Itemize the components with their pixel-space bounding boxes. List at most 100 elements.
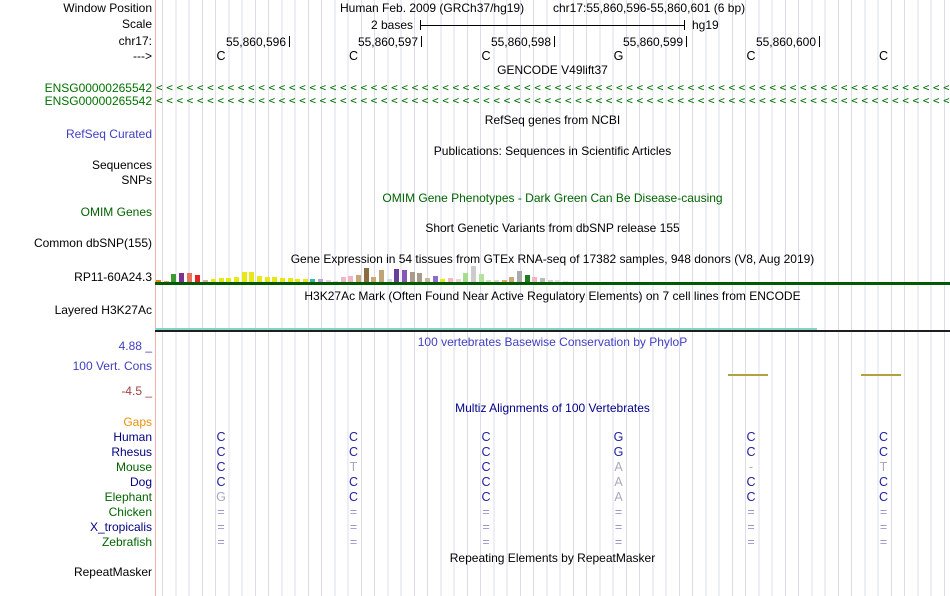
common-dbsnp-track-label[interactable]: Common dbSNP(155) [33,236,152,250]
coordinate-tick [421,36,422,47]
repeatmasker-track-label[interactable]: RepeatMasker [73,565,152,579]
gaps-row-label: Gaps [123,415,152,429]
gtex-bar [555,280,560,282]
gtex-bar [356,275,361,282]
gtex-bar [440,279,445,282]
alignment-base: = [482,505,490,519]
omim-genes-track-label[interactable]: OMIM Genes [80,205,152,219]
alignment-base: = [747,520,755,534]
gtex-bar [425,278,430,282]
refseq-track-title[interactable]: RefSeq genes from NCBI [484,113,621,127]
gtex-bar [318,279,323,282]
alignment-base: = [217,505,225,519]
omim-track-title[interactable]: OMIM Gene Phenotypes - Dark Green Can Be… [382,191,723,205]
reference-base: C [348,49,359,63]
phylop-max-value: 4.88 _ [118,339,152,353]
alignment-base: C [481,445,491,459]
gtex-bar [257,276,262,282]
sequences-track-label[interactable]: Sequences [91,158,152,172]
gtex-bar [364,268,369,282]
gencode-track-title[interactable]: GENCODE V49lift37 [497,63,608,77]
alignment-base: C [746,445,756,459]
alignment-base: C [216,475,226,489]
gtex-bar [486,280,491,282]
gtex-bar [164,281,169,282]
gencode-gene-label-1[interactable]: ENSG00000265542 [44,81,152,95]
h3k27ac-track-title[interactable]: H3K27Ac Mark (Often Found Near Active Re… [304,289,801,303]
chromosome-label: chr17: [118,34,152,48]
coordinate-tick [686,36,687,47]
phylop-min-value: -4.5 _ [121,384,152,398]
reference-base: C [216,49,226,63]
gtex-baseline [155,282,950,285]
alignment-base: = [217,535,225,549]
gtex-bar [417,273,422,282]
species-label-x_tropicalis[interactable]: X_tropicalis [89,520,152,534]
reference-base: C [878,49,889,63]
alignment-base: C [216,430,226,444]
alignment-base: C [348,430,359,444]
gtex-gene-label[interactable]: RP11-60A24.3 [74,270,152,284]
alignment-base: G [216,490,226,504]
gtex-bar [226,278,231,282]
gencode-gene-label-2[interactable]: ENSG00000265542 [44,94,152,108]
species-label-zebrafish[interactable]: Zebrafish [101,535,152,549]
reference-base: G [613,49,624,63]
repeatmasker-track-title[interactable]: Repeating Elements by RepeatMasker [449,551,656,565]
alignment-base: = [614,505,623,519]
window-position-value: chr17:55,860,596-55,860,601 (6 bp) [553,1,746,15]
strand-direction-label: ---> [133,49,152,63]
gtex-bar [310,279,315,282]
species-label-mouse[interactable]: Mouse [115,460,152,474]
gencode-transcript-row[interactable]: <<<<<<<<<<<<<<<<<<<<<<<<<<<<<<<<<<<<<<<<… [156,95,949,107]
alignment-base: C [481,490,491,504]
gtex-bar [187,273,192,282]
gtex-bar [341,277,346,282]
species-label-elephant[interactable]: Elephant [104,490,152,504]
gtex-bar [471,266,476,282]
layered-h3k27ac-track-label[interactable]: Layered H3K27Ac [54,303,152,317]
alignment-base: C [746,475,756,489]
species-label-chicken[interactable]: Chicken [108,505,152,519]
gtex-track-title[interactable]: Gene Expression in 54 tissues from GTEx … [290,252,815,266]
alignment-base: C [348,445,359,459]
coordinate-tick-label: 55,860,597 [357,35,418,49]
snps-track-label[interactable]: SNPs [121,173,152,187]
gtex-bar [156,280,161,282]
gtex-bar [387,279,392,282]
alignment-base: C [348,475,359,489]
coordinate-tick-label: 55,860,596 [225,35,286,49]
alignment-base: = [217,520,225,534]
gtex-bar [203,280,208,282]
dbsnp-track-title[interactable]: Short Genetic Variants from dbSNP releas… [425,221,680,235]
alignment-base: = [879,520,888,534]
coordinate-tick [289,36,290,47]
gtex-bar [348,276,353,282]
refseq-curated-track-label[interactable]: RefSeq Curated [65,127,152,141]
coordinate-tick-label: 55,860,598 [490,35,551,49]
alignment-base: A [614,460,623,474]
multiz-track-title[interactable]: Multiz Alignments of 100 Vertebrates [455,401,650,415]
h3k27ac-signal-line [155,328,817,330]
image-left-border [155,0,156,596]
vert-cons-track-label[interactable]: 100 Vert. Cons [72,359,152,373]
phylop-negative-mark [728,374,768,376]
species-label-human[interactable]: Human [113,430,152,444]
alignment-base: C [481,475,491,489]
publications-track-title[interactable]: Publications: Sequences in Scientific Ar… [433,144,672,158]
gtex-bar [517,271,522,282]
gtex-bar [433,276,438,282]
alignment-base: C [216,460,226,474]
gtex-bar [379,270,384,282]
gencode-transcript-row[interactable]: <<<<<<<<<<<<<<<<<<<<<<<<<<<<<<<<<<<<<<<<… [156,82,949,94]
alignment-base: = [482,520,490,534]
species-label-dog[interactable]: Dog [129,475,152,489]
phylop-track-title[interactable]: 100 vertebrates Basewise Conservation by… [417,335,688,349]
alignment-base: C [878,490,889,504]
alignment-base: A [614,475,623,489]
gtex-bar [448,278,453,282]
gtex-bar [371,277,376,282]
gtex-bar [242,272,247,282]
alignment-base: A [614,490,623,504]
species-label-rhesus[interactable]: Rhesus [111,445,152,459]
